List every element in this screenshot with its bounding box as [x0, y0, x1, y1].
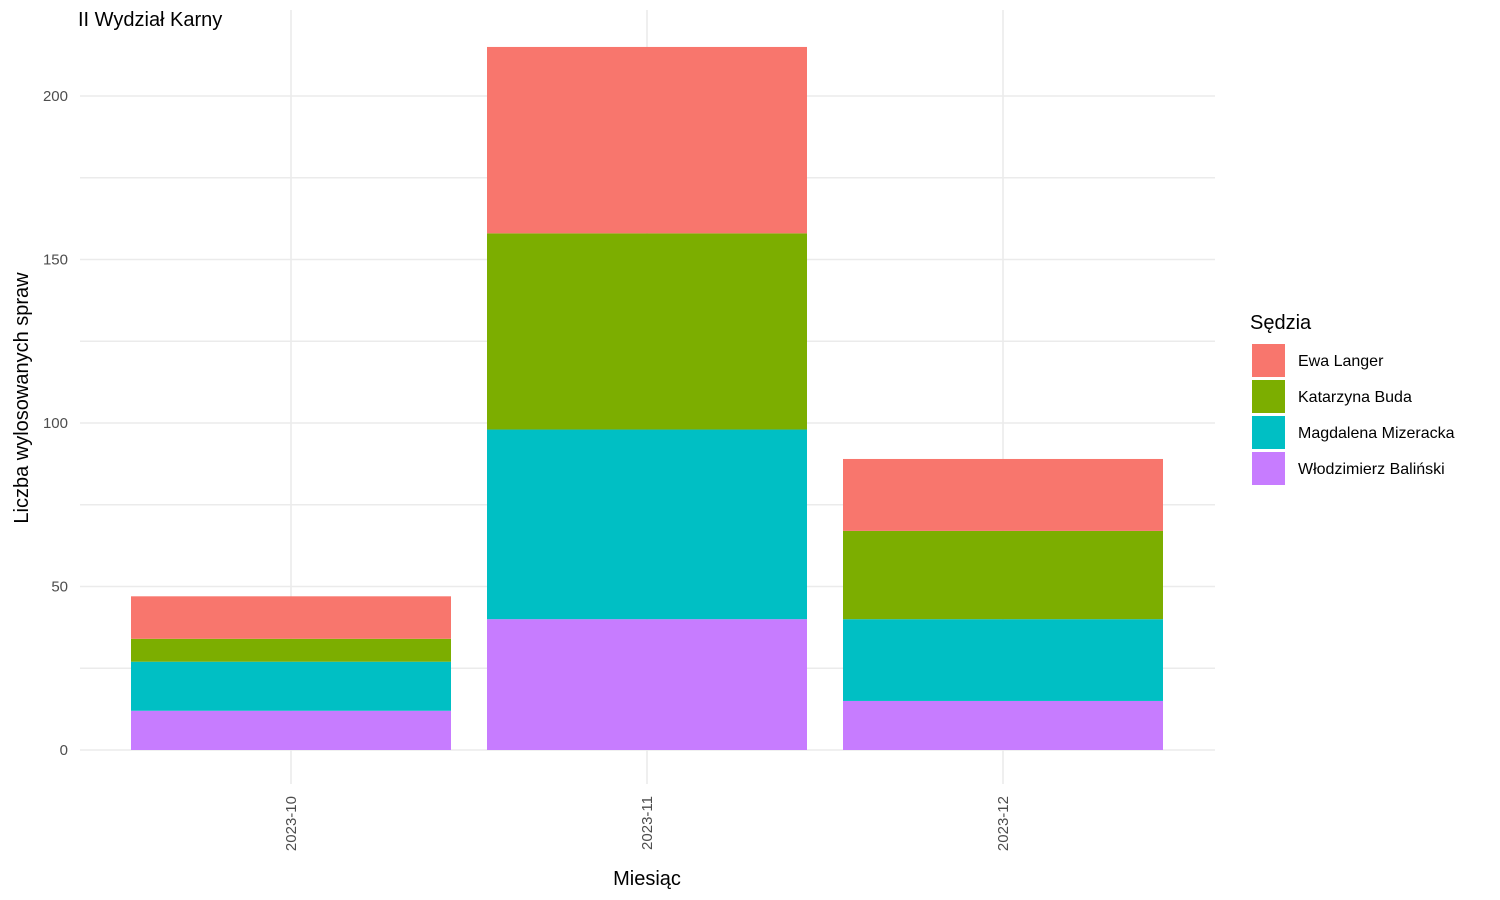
bar-segment — [843, 619, 1163, 701]
x-tick-label: 2023-12 — [995, 796, 1012, 851]
bar-segment — [131, 638, 451, 662]
bar-segment — [487, 46, 807, 234]
x-axis-ticks: 2023-10 2023-11 2023-12 — [283, 796, 1012, 851]
legend-items: Ewa Langer Katarzyna Buda Magdalena Mizera… — [1252, 344, 1455, 485]
legend-swatch — [1252, 344, 1285, 377]
legend-label: Ewa Langer — [1298, 353, 1384, 370]
y-tick-label: 0 — [60, 742, 68, 759]
x-tick-label: 2023-11 — [639, 796, 656, 850]
legend: Sędzia Ewa Langer Katarzyna Buda Magdalena… — [1250, 312, 1455, 485]
y-tick-label: 100 — [43, 415, 68, 432]
bar-segment — [131, 661, 451, 711]
y-axis-title: Liczba wylosowanych spraw — [11, 272, 33, 524]
bar-segment — [843, 530, 1163, 620]
y-tick-label: 200 — [43, 88, 68, 105]
bar-segment — [843, 458, 1163, 531]
bar-segment — [131, 710, 451, 750]
bar-segment — [843, 700, 1163, 750]
x-tick-label: 2023-10 — [283, 796, 300, 851]
legend-title: Sędzia — [1250, 312, 1312, 334]
legend-swatch — [1252, 416, 1285, 449]
legend-swatch — [1252, 380, 1285, 413]
legend-swatch — [1252, 452, 1285, 485]
bar-segment — [487, 619, 807, 750]
y-tick-label: 50 — [51, 579, 68, 596]
legend-label: Włodzimierz Baliński — [1298, 461, 1445, 478]
y-tick-label: 150 — [43, 252, 68, 269]
bar-segment — [131, 596, 451, 639]
bars — [131, 46, 1163, 750]
legend-label: Katarzyna Buda — [1298, 389, 1412, 406]
chart-title: II Wydział Karny — [78, 9, 222, 31]
bar-segment — [487, 233, 807, 430]
legend-label: Magdalena Mizeracka — [1298, 425, 1455, 442]
bar-segment — [487, 429, 807, 620]
x-axis-title: Miesiąc — [613, 868, 681, 890]
y-axis-ticks: 0 50 100 150 200 — [43, 88, 68, 759]
